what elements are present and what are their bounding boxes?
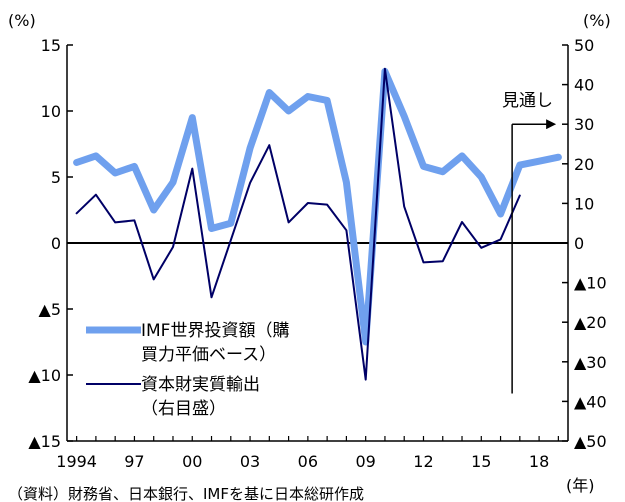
legend-label: 資本財実質輸出: [141, 375, 260, 395]
right-tick-label: ▲40: [574, 392, 607, 411]
x-tick-label: 97: [124, 452, 144, 471]
legend-label: IMF世界投資額（購: [141, 321, 289, 341]
x-tick-label: 12: [413, 452, 433, 471]
left-tick-label: ▲10: [28, 366, 61, 385]
right-tick-label: 30: [574, 115, 594, 134]
right-tick-label: ▲50: [574, 432, 607, 451]
source-note: （資料）財務省、日本銀行、IMFを基に日本総研作成: [8, 485, 364, 502]
right-tick-label: 0: [574, 234, 584, 253]
x-tick-label: 00: [182, 452, 202, 471]
right-tick-label: 40: [574, 76, 594, 95]
x-tick-label: 1994: [56, 452, 97, 471]
x-tick-label: 18: [529, 452, 549, 471]
left-tick-label: 0: [51, 234, 61, 253]
left-tick-label: ▲15: [28, 432, 61, 451]
right-axis-unit: (%): [583, 11, 611, 30]
x-tick-label: 03: [240, 452, 260, 471]
legend-label: 買力平価ベース）: [141, 345, 276, 365]
left-tick-label: 10: [41, 102, 61, 121]
series-line-investment: [73, 67, 562, 346]
right-tick-label: 20: [574, 155, 594, 174]
right-tick-label: 10: [574, 194, 594, 213]
right-tick-label: ▲30: [574, 353, 607, 372]
x-tick-label: 15: [471, 452, 491, 471]
left-axis-unit: (%): [8, 11, 36, 30]
series-line-exports: [75, 67, 521, 381]
x-axis-unit: (年): [566, 476, 595, 495]
left-tick-label: 5: [51, 168, 61, 187]
right-tick-label: ▲10: [574, 274, 607, 293]
right-tick-label: ▲20: [574, 313, 607, 332]
left-tick-label: 15: [41, 36, 61, 55]
x-tick-label: 06: [298, 452, 318, 471]
forecast-label: 見通し: [502, 91, 553, 111]
left-tick-label: ▲5: [39, 300, 61, 319]
x-tick-label: 09: [355, 452, 375, 471]
legend-label: （右目盛）: [141, 399, 226, 419]
right-tick-label: 50: [574, 36, 594, 55]
